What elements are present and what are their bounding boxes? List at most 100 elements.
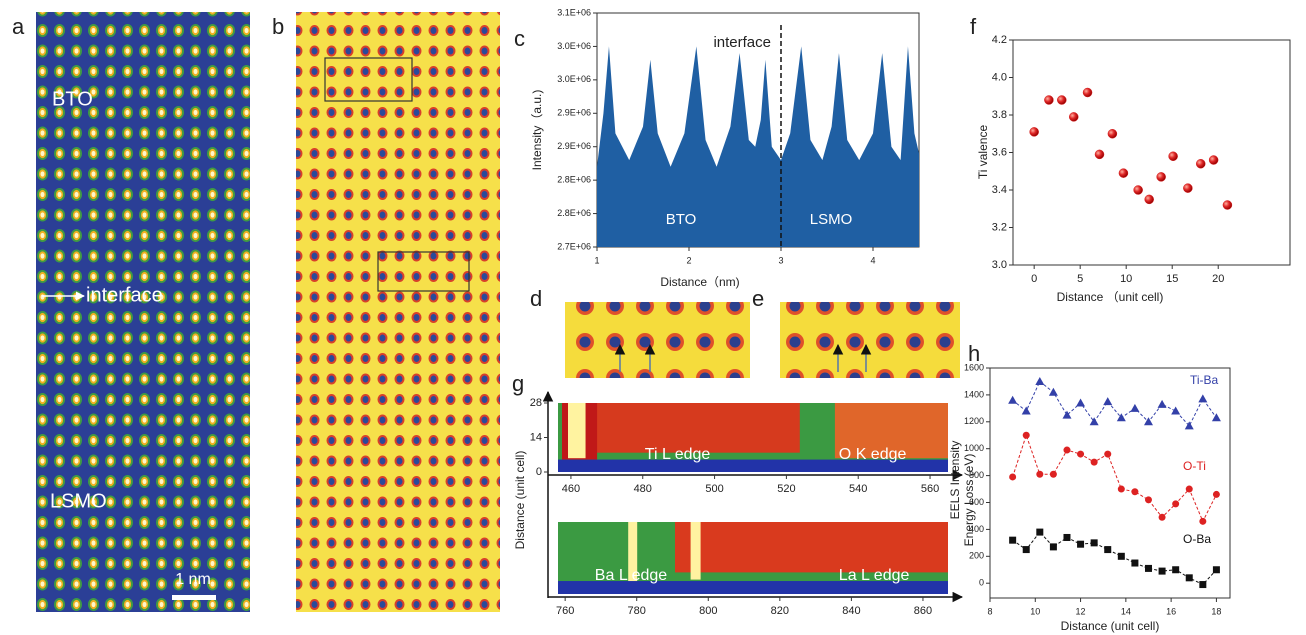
marker (1185, 421, 1194, 429)
y-tick-label: 3.6 (992, 146, 1007, 158)
marker (1131, 488, 1138, 495)
point (1209, 156, 1218, 165)
point (1083, 88, 1092, 97)
marker (1171, 407, 1180, 415)
figure: BTO interface LSMO 1 nm a b c d e f g h … (0, 0, 1306, 635)
point (1196, 159, 1205, 168)
x-axis-label: Distance (unit cell) (1061, 619, 1160, 633)
x-tick-label: 560 (921, 483, 939, 495)
x-tick-label: 12 (1076, 606, 1086, 616)
marker (1145, 496, 1152, 503)
y-tick-label: 14 (530, 431, 542, 443)
marker (1213, 491, 1220, 498)
marker (1023, 432, 1030, 439)
x-tick-label: 460 (562, 483, 580, 495)
marker (1158, 400, 1167, 408)
x-tick-label: 14 (1121, 606, 1131, 616)
marker (1009, 473, 1016, 480)
marker (1145, 565, 1152, 572)
marker (1159, 568, 1166, 575)
region-label: BTO (666, 211, 697, 228)
marker (1036, 471, 1043, 478)
y-tick-label: 4.0 (992, 71, 1007, 83)
marker (1131, 560, 1138, 567)
x-tick-label: 860 (914, 605, 932, 617)
image-e (780, 302, 960, 378)
series-label: O-Ba (1183, 532, 1211, 546)
marker (1050, 543, 1057, 550)
marker (1103, 397, 1112, 405)
region-label: LSMO (810, 211, 853, 228)
point (1095, 150, 1104, 159)
marker (1091, 459, 1098, 466)
panel-label: b (272, 14, 284, 39)
point (1108, 129, 1117, 138)
area (597, 46, 919, 247)
y-axis-label: Intensity（a.u.) (530, 90, 544, 171)
y-axis-label: EELS Intensity (948, 441, 962, 520)
edge-label: Ba L edge (595, 567, 667, 584)
panel-label: f (970, 14, 977, 39)
x-tick-label: 2 (686, 255, 691, 265)
scale-bar (172, 595, 216, 600)
x-tick-label: 5 (1077, 273, 1083, 285)
annotation: interface (713, 34, 771, 51)
y-axis-label: Distance (unit cell) (513, 451, 527, 550)
x-tick-label: 3 (778, 255, 783, 265)
marker (1104, 546, 1111, 553)
image-b (296, 12, 500, 612)
x-tick-label: 780 (628, 605, 646, 617)
marker (1199, 581, 1206, 588)
marker (1172, 500, 1179, 507)
x-tick-label: 18 (1211, 606, 1221, 616)
marker (1036, 529, 1043, 536)
scale-bar-label: 1 nm (175, 571, 211, 588)
marker (1077, 541, 1084, 548)
y-tick-label: 28 (530, 397, 542, 409)
point (1145, 195, 1154, 204)
heatmap-stripe (568, 403, 586, 458)
marker (1130, 404, 1139, 412)
marker (1172, 566, 1179, 573)
panel-label: a (12, 14, 25, 39)
marker (1118, 486, 1125, 493)
y-tick-label: 3.4 (992, 184, 1007, 196)
x-tick-label: 8 (987, 606, 992, 616)
x-tick-label: 1 (594, 255, 599, 265)
side-axis-label: Energy Loss (eV) (962, 454, 976, 547)
x-tick-label: 500 (705, 483, 723, 495)
x-tick-label: 16 (1166, 606, 1176, 616)
y-tick-label: 3.8 (992, 109, 1007, 121)
marker (1090, 417, 1099, 425)
y-axis-label: Ti valence (976, 125, 990, 180)
marker (1118, 553, 1125, 560)
y-tick-label: 3.0E+06 (557, 41, 591, 51)
y-tick-label: 1000 (964, 443, 984, 453)
panel-label: d (530, 286, 542, 311)
y-tick-label: 0 (979, 578, 984, 588)
y-tick-label: 2.9E+06 (557, 141, 591, 151)
marker (1009, 537, 1016, 544)
y-tick-label: 1200 (964, 416, 984, 426)
heatmap-stripe (691, 522, 701, 580)
marker (1077, 451, 1084, 458)
marker (1199, 518, 1206, 525)
y-tick-label: 3.2 (992, 221, 1007, 233)
marker (1023, 546, 1030, 553)
marker (1186, 486, 1193, 493)
heatmap-region (675, 522, 948, 572)
marker (1186, 574, 1193, 581)
x-tick-label: 4 (870, 255, 875, 265)
marker (1008, 396, 1017, 404)
marker (1091, 539, 1098, 546)
marker (1213, 566, 1220, 573)
y-tick-label: 1600 (964, 362, 984, 372)
edge-label: Ti L edge (645, 446, 711, 463)
y-tick-label: 2.8E+06 (557, 208, 591, 218)
point (1183, 184, 1192, 193)
marker (1076, 398, 1085, 406)
panel-label: e (752, 286, 764, 311)
point (1157, 172, 1166, 181)
marker (1212, 413, 1221, 421)
y-tick-label: 4.2 (992, 34, 1007, 46)
